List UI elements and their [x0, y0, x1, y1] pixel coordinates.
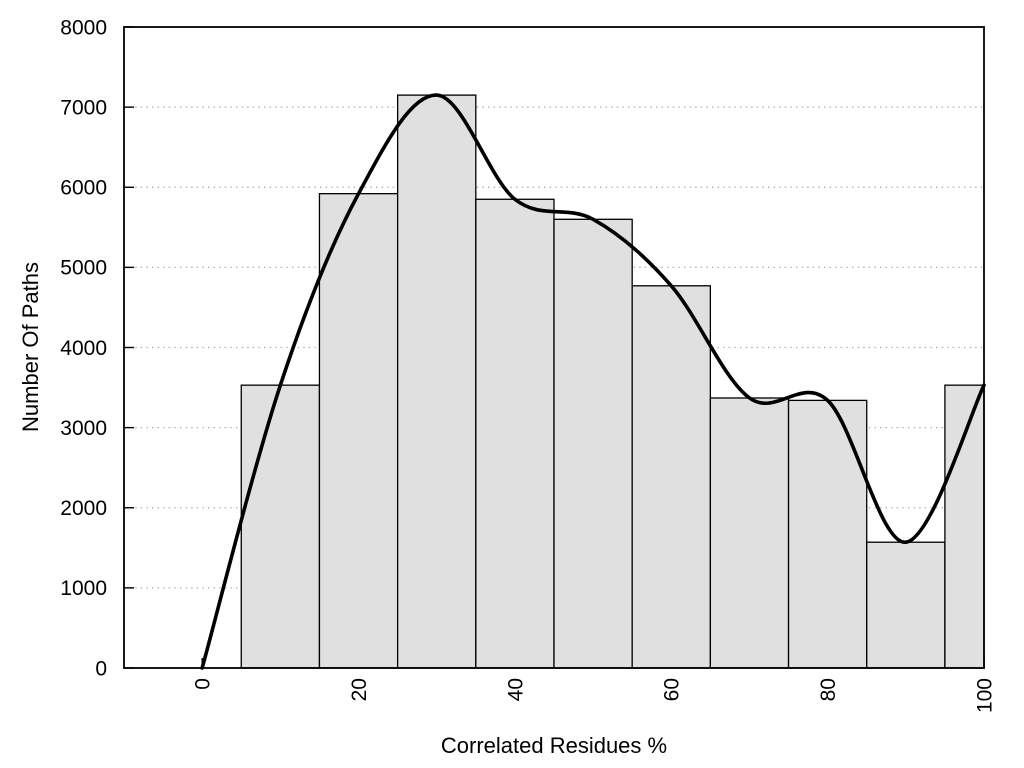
plot-border-layer — [123, 26, 985, 669]
y-axis-title: Number Of Paths — [18, 262, 43, 432]
histogram-bar-20 — [318, 193, 399, 669]
histogram-bar-10 — [240, 384, 321, 669]
plot-border — [123, 26, 985, 669]
tick-labels-layer: 0 1000 2000 3000 4000 5000 6000 7000 8000 0 20 40 60… — [60, 16, 996, 713]
smooth-curve — [200, 93, 986, 670]
x-tick-label-40: 40 — [504, 678, 527, 701]
x-tick-label-20: 20 — [348, 678, 371, 701]
y-tick-label-5000: 5000 — [60, 257, 107, 280]
y-tick-label-6000: 6000 — [60, 177, 107, 200]
histogram-bar-80 — [787, 399, 868, 669]
histogram-layer — [240, 94, 985, 669]
y-tick-label-8000: 8000 — [60, 16, 107, 39]
x-tick-label-80: 80 — [817, 678, 840, 701]
histogram-bar-40 — [475, 198, 555, 669]
histogram-bar-100 — [944, 384, 985, 669]
curve-layer — [200, 93, 986, 670]
y-tick-label-4000: 4000 — [60, 337, 107, 360]
histogram-bar-90 — [866, 541, 946, 669]
y-tick-label-2000: 2000 — [60, 497, 107, 520]
x-tick-label-60: 60 — [661, 678, 684, 701]
y-tick-label-3000: 3000 — [60, 417, 107, 440]
y-tick-label-0: 0 — [95, 657, 107, 680]
x-tick-label-0: 0 — [192, 678, 215, 690]
y-tick-label-1000: 1000 — [60, 577, 107, 600]
y-tick-label-7000: 7000 — [60, 96, 107, 119]
histogram-bar-30 — [396, 94, 477, 669]
histogram-bar-60 — [631, 285, 712, 669]
histogram-bar-50 — [553, 218, 633, 669]
x-axis-title: Correlated Residues % — [441, 733, 667, 758]
x-tick-label-100: 100 — [973, 678, 996, 713]
histogram-bar-70 — [709, 397, 790, 669]
